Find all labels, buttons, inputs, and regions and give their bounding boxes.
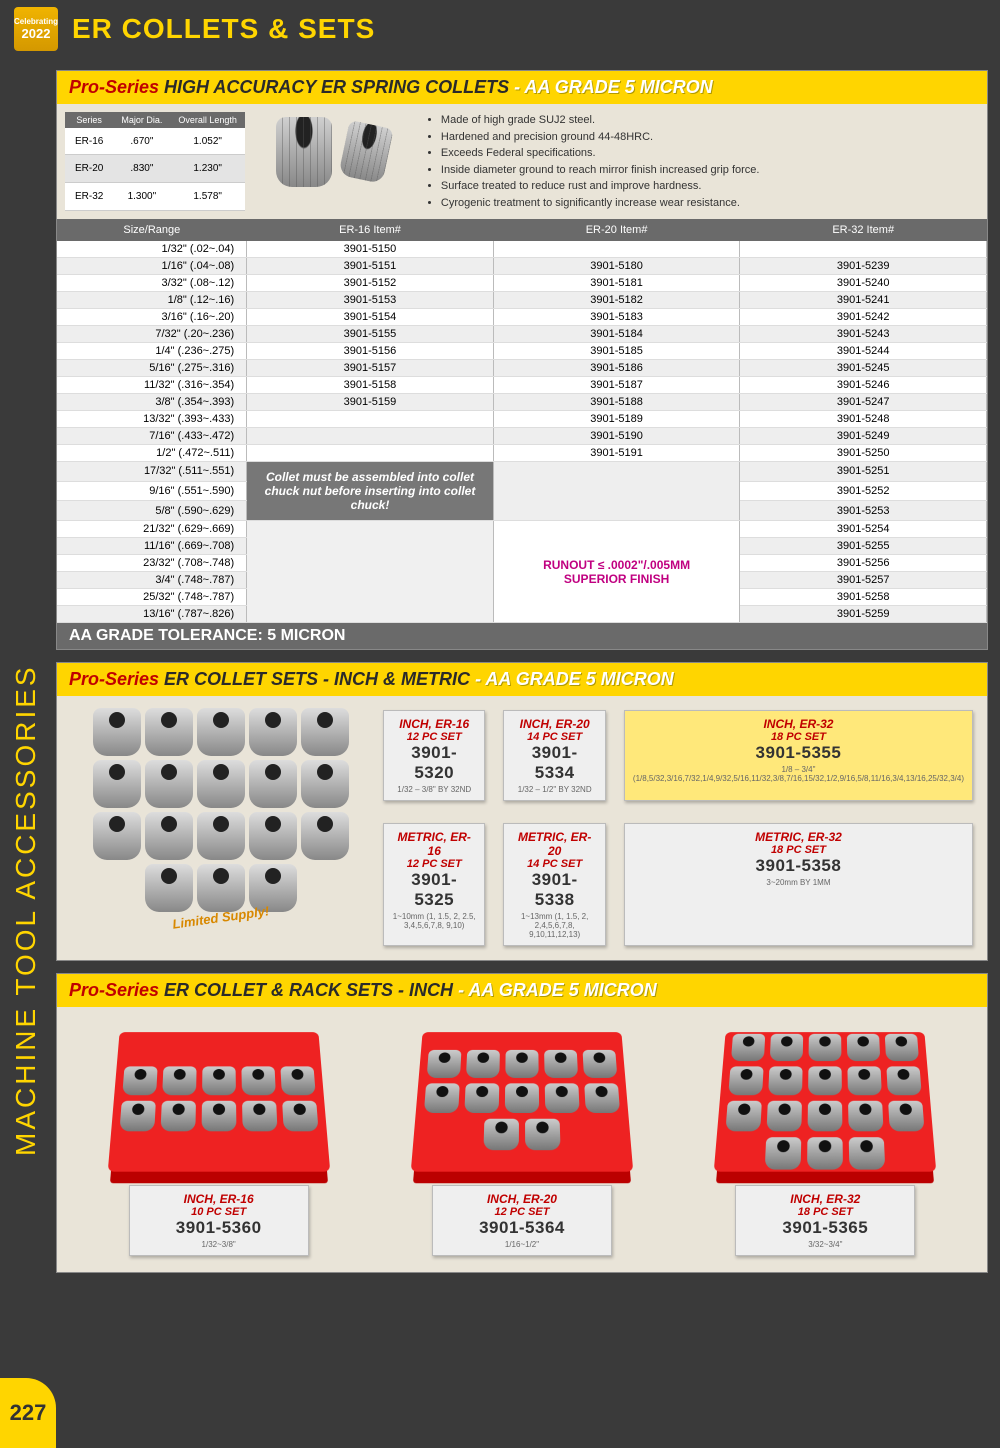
dim-table: SeriesMajor Dia.Overall Length ER-16.670… [65,112,245,211]
part-box: INCH, ER-3218 PC SET3901-53653/32~3/4" [735,1185,915,1256]
section-rack-sets: Pro-Series ER COLLET & RACK SETS - INCH … [56,973,988,1273]
part-box: INCH, ER-1612 PC SET3901-53201/32 – 3/8"… [383,710,485,801]
part-box: METRIC, ER-1612 PC SET3901-53251~10mm (1… [383,823,485,946]
rack-image [107,1032,330,1172]
part-box: INCH, ER-2012 PC SET3901-53641/16~1/2" [432,1185,612,1256]
part-box: METRIC, ER-3218 PC SET3901-53583~20mm BY… [624,823,973,946]
collet-set-image [71,710,371,910]
part-box: METRIC, ER-2014 PC SET3901-53381~13mm (1… [503,823,605,946]
page-number: 227 [0,1378,56,1448]
feature-bullets: Made of high grade SUJ2 steel.Hardened a… [425,112,760,211]
sidebar-category: MACHINE TOOL ACCESSORIES [10,560,42,1260]
year-badge: Celebrating2022 [14,7,58,51]
part-box: INCH, ER-2014 PC SET3901-53341/32 – 1/2"… [503,710,605,801]
rack-image [411,1032,634,1172]
section-collet-sets: Pro-Series ER COLLET SETS - INCH & METRI… [56,662,988,961]
section-spring-collets: Pro-Series HIGH ACCURACY ER SPRING COLLE… [56,70,988,650]
parts-table: Size/RangeER-16 Item#ER-20 Item#ER-32 It… [57,219,987,623]
part-box: INCH, ER-3218 PC SET3901-53551/8 – 3/4" … [624,710,973,801]
collet-illustration [255,112,415,192]
part-box: INCH, ER-1610 PC SET3901-53601/32~3/8" [129,1185,309,1256]
page-title: ER COLLETS & SETS [72,13,375,45]
aa-grade-bar: AA GRADE TOLERANCE: 5 MICRON [57,623,987,649]
rack-image [714,1032,937,1172]
